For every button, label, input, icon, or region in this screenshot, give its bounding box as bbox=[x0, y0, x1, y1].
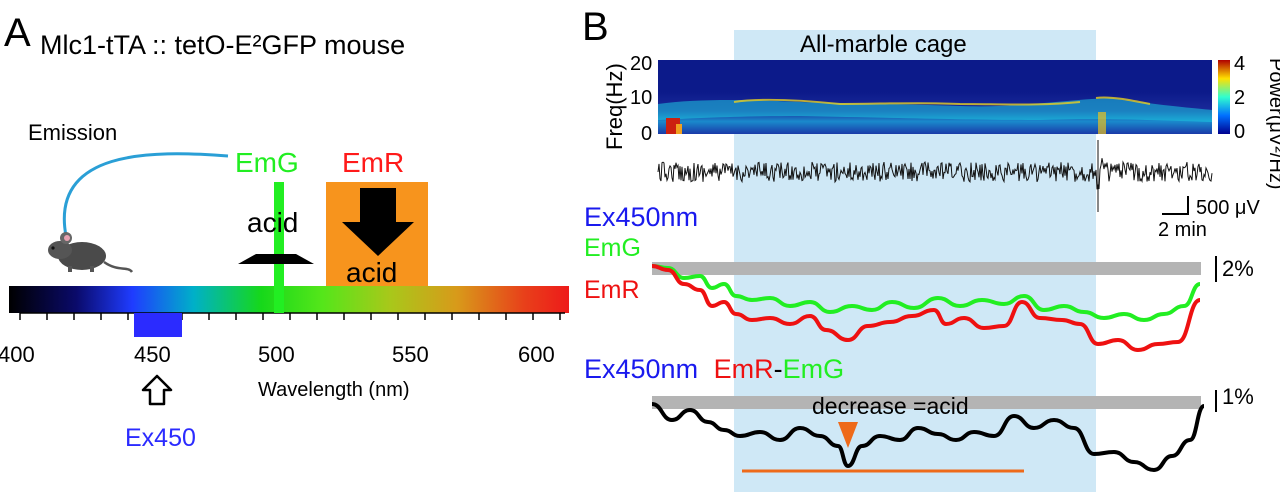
ex450-band bbox=[134, 313, 182, 337]
scale-2pct-label: 2% bbox=[1222, 256, 1254, 281]
spectrum-bar bbox=[9, 286, 569, 313]
emr-label-a: EmR bbox=[342, 147, 404, 178]
ratio-emr-label: EmR bbox=[714, 354, 774, 384]
ratio-emg-label: EmG bbox=[783, 354, 845, 384]
spec-ytick-0: 0 bbox=[641, 123, 652, 145]
cbar-tick-2: 2 bbox=[1234, 87, 1245, 109]
acid-label-emg: acid bbox=[247, 207, 298, 238]
emr-trace bbox=[651, 264, 1201, 353]
colorbar bbox=[1218, 60, 1230, 134]
tick-400: 400 bbox=[0, 342, 35, 367]
panel-a-letter: A bbox=[4, 11, 31, 55]
wavelength-minor-ticks bbox=[19, 313, 561, 320]
cbar-tick-4: 4 bbox=[1234, 53, 1245, 75]
panel-a: A Mlc1-tTA :: tetO-E²GFP mouse Emission … bbox=[0, 11, 569, 452]
emg-trace bbox=[651, 264, 1201, 323]
tick-500: 500 bbox=[258, 342, 295, 367]
ratio-title: Ex450nm EmR-EmG bbox=[584, 354, 844, 384]
emg-label-b: EmG bbox=[584, 234, 641, 262]
acid-marker-triangle bbox=[838, 422, 858, 448]
emission-label: Emission bbox=[28, 120, 117, 145]
all-marble-label: All-marble cage bbox=[800, 31, 967, 58]
excitation-arrow-icon bbox=[141, 374, 173, 406]
panel-a-title: Mlc1-tTA :: tetO-E²GFP mouse bbox=[40, 30, 405, 60]
emr-label-b: EmR bbox=[584, 276, 640, 304]
eeg-trace bbox=[657, 140, 1213, 212]
spectrogram bbox=[658, 60, 1212, 134]
ratio-trace bbox=[651, 402, 1206, 473]
ex450-label: Ex450 bbox=[125, 424, 196, 452]
up-arrow-emg bbox=[238, 254, 314, 264]
ex450nm-label-2: Ex450nm bbox=[584, 354, 698, 384]
scale-uv-label: 500 μV bbox=[1196, 197, 1260, 219]
spec-ytick-10: 10 bbox=[630, 87, 652, 109]
tick-600: 600 bbox=[518, 342, 555, 367]
panel-b: B All-marble cage Freq(Hz) 20 10 0 4 2 0… bbox=[582, 5, 1280, 492]
decrease-acid-label: decrease =acid bbox=[812, 393, 969, 419]
acid-label-emr: acid bbox=[346, 257, 397, 288]
spec-ylabel: Freq(Hz) bbox=[602, 63, 627, 150]
baseline-bar-1 bbox=[652, 262, 1201, 275]
scale-1pct-label: 1% bbox=[1222, 384, 1254, 409]
emg-label-a: EmG bbox=[235, 147, 299, 178]
cbar-tick-0: 0 bbox=[1234, 121, 1245, 143]
eeg-scale-bar bbox=[1162, 196, 1189, 215]
cbar-label: Power(μV²/Hz) bbox=[1265, 58, 1280, 190]
baseline-bar-2 bbox=[652, 396, 1201, 409]
panel-b-letter: B bbox=[582, 5, 609, 49]
down-arrow-emr bbox=[342, 188, 414, 256]
tick-450: 450 bbox=[134, 342, 171, 367]
mouse-icon bbox=[48, 232, 134, 273]
ratio-dash: - bbox=[774, 354, 783, 384]
optic-fiber-cable bbox=[62, 152, 229, 237]
emg-bar bbox=[274, 182, 284, 313]
tick-550: 550 bbox=[392, 342, 429, 367]
ex450nm-label-1: Ex450nm bbox=[584, 202, 698, 232]
scale-time-label: 2 min bbox=[1158, 219, 1207, 241]
wavelength-axis-label: Wavelength (nm) bbox=[258, 379, 410, 401]
spec-ytick-20: 20 bbox=[630, 53, 652, 75]
